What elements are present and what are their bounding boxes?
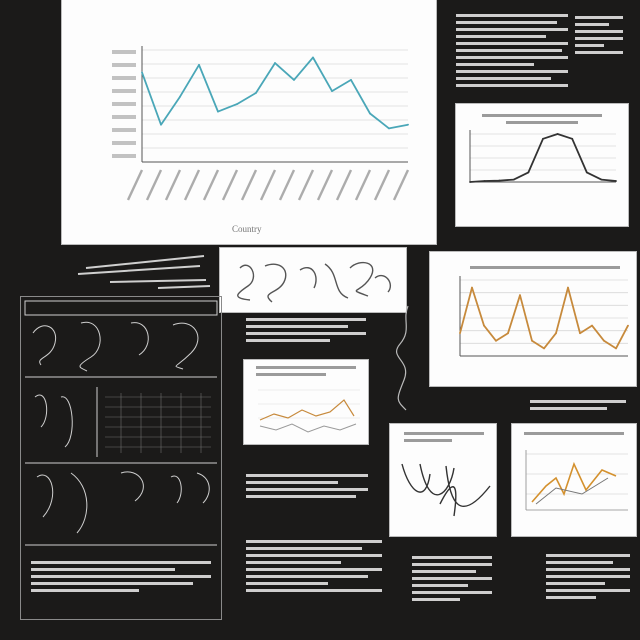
orange-data-point [471,286,473,289]
bell-data-point [571,137,574,140]
main-data-point [236,103,238,106]
text-block-top-right-2 [575,16,623,58]
main-data-point [407,123,409,126]
orange-data-point [507,332,509,335]
text-block-r1 [530,400,626,414]
text-block-r2 [546,554,630,603]
main-x-tick-label [316,169,334,201]
text-block-m4 [412,556,492,605]
orange-data-point [615,347,617,350]
main-x-tick-label [278,169,296,201]
main-x-tick-label [392,169,410,201]
orange-data-point [603,339,605,342]
bell-data-point [585,171,588,174]
curve-sketch-title [404,432,484,446]
bell-line-chart [469,130,617,183]
main-x-tick-label [145,169,163,201]
bell-chart-title-lines [482,114,602,128]
bell-data-point [542,137,544,140]
main-data-point [179,95,181,98]
orange-data-point [531,339,533,342]
main-line-chart [112,46,410,201]
main-data-point [255,92,257,94]
main-data-point [293,78,295,81]
curve-sketch-card [390,424,496,536]
main-data-point [198,64,200,66]
main-data-point [217,110,219,113]
orange-data-point [627,324,629,327]
main-x-tick-label [164,169,182,201]
bell-data-point [498,179,501,182]
curve-sketch [401,463,491,517]
main-x-tick-label [297,169,315,201]
text-block-top-right [456,14,568,91]
main-x-tick-label [183,169,201,201]
sketch-card [220,248,406,312]
orange-data-point [543,347,545,350]
orange-data-point [459,332,461,335]
text-block-m3 [246,540,382,596]
orange-line-chart [459,276,629,357]
orange-chart-title-lines [470,266,620,273]
main-x-tick-label [126,169,144,201]
main-x-tick-label [373,169,391,201]
text-block-mid [246,318,366,346]
main-x-tick-label [202,169,220,201]
main-data-point [369,112,371,115]
main-chart-xlabel: Country [232,224,262,234]
bell-data-point [615,180,617,182]
bell-data-point [600,178,603,181]
small-orange-title [524,432,624,439]
orange-data-point [483,324,485,327]
orange-data-point [495,339,497,342]
orange-chart-card [430,252,636,386]
orange-data-point [579,332,581,335]
bell-chart-card [456,104,628,226]
area-chart-card [244,360,368,444]
orange-data-point [591,324,593,327]
main-x-tick-label [354,169,372,201]
small-orange-chart [525,450,628,511]
main-x-tick-label [259,169,277,201]
bell-data-point [512,178,515,181]
bell-data-point [483,180,486,182]
main-data-point [160,123,162,126]
main-x-tick-label [335,169,353,201]
bell-data-point [469,181,471,183]
main-series-line [141,56,409,130]
main-data-point [350,78,352,81]
sketch-drawing [237,261,392,303]
small-orange-card [512,424,636,536]
main-x-tick-label [240,169,258,201]
main-data-point [141,71,143,74]
orange-data-point [519,294,521,297]
main-chart-card: Country [62,0,436,244]
text-block-m2 [246,474,368,502]
main-data-point [274,62,276,64]
main-x-tick-label [221,169,239,201]
bell-data-point [556,133,559,135]
area-chart [258,389,360,433]
orange-data-point [555,332,557,335]
anatomy-panel-notes [31,561,211,596]
main-data-point [331,90,333,92]
bell-data-point [527,171,530,174]
anatomy-panel-drawing [24,300,218,546]
anatomy-panel [20,296,222,620]
main-data-point [312,56,314,59]
orange-data-point [567,286,569,289]
main-data-point [388,127,390,130]
area-chart-title-lines [256,366,356,380]
